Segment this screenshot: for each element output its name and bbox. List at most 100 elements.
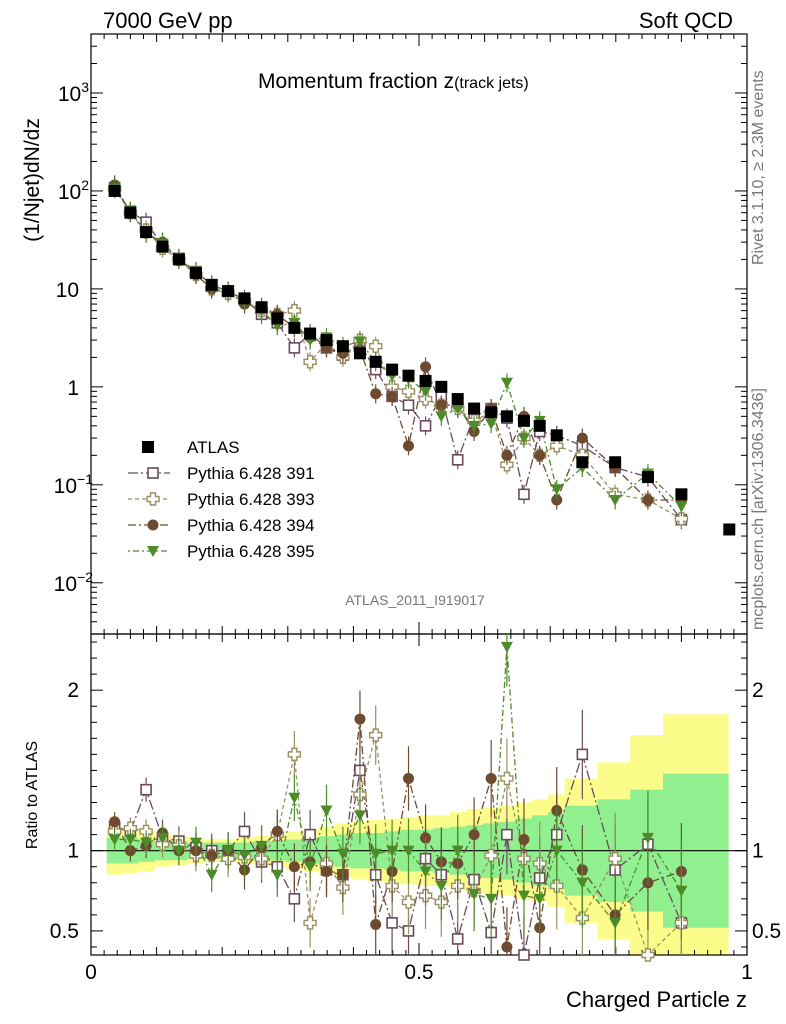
ratio-uncertainty-bands [106,714,729,955]
ratio-series-point [533,893,546,905]
ratio-y-tick-label-right: 2 [752,679,764,702]
ratio-series-point [500,771,514,786]
ratio-series-point [401,895,416,909]
ratio-series-point [271,825,283,837]
ratio-series-point [675,885,688,897]
atlas-data-point [288,321,301,334]
ratio-series-point [222,845,235,857]
ratio-series-point [123,821,138,835]
main-series-point [517,433,530,445]
ratio-series-point [287,747,302,762]
ratio-series-point [353,810,366,822]
main-series-point [303,355,317,369]
main-series-point [550,439,564,453]
main-series-point [353,336,366,348]
legend-marker [147,519,159,531]
main-series-point [420,361,432,373]
legend-marker [147,467,159,479]
atlas-data-point [222,285,235,298]
ratio-series-point [156,832,169,844]
ratio-series-point [140,837,153,849]
ratio-panel-series [107,634,689,962]
main-series-point [419,420,432,432]
ratio-series-point [451,845,464,857]
main-series-point [451,403,464,415]
atlas-data-point [723,523,736,536]
atlas-data-point [172,253,185,266]
atlas-data-point [255,301,268,314]
main-series-point [435,411,448,423]
main-series-point [419,386,432,398]
atlas-data-point [304,327,317,340]
analysis-id-label: ATLAS_2011_I919017 [345,592,485,608]
ratio-series-point [641,832,654,844]
ratio-series-point [238,825,251,838]
ratio-series-point [468,889,481,901]
main-series-point [534,449,546,461]
atlas-data-point [353,347,366,360]
x-tick-label: 0 [85,961,97,984]
main-series-point [550,484,563,496]
main-series-point [675,501,688,513]
ratio-series-point [288,893,301,905]
legend-marker [147,546,159,557]
atlas-data-point [451,393,464,406]
ratio-y-tick-label-right: 0.5 [752,920,781,943]
ratio-series-point [420,832,432,844]
ratio-series-point [205,869,218,881]
ratio-y-axis-label: Ratio to ATLAS [24,741,41,849]
x-tick-label: 0.5 [404,961,433,984]
ratio-series-point [608,852,622,866]
atlas-data-point [271,312,284,325]
main-series-point [386,390,398,402]
atlas-data-point [369,355,382,368]
ratio-series-point [576,877,589,889]
ratio-series-point [419,866,432,878]
legend-label: Pythia 6.428 391 [187,464,315,483]
ratio-series-point [206,849,218,861]
ratio-series-point [484,848,498,863]
ratio-series-point [517,890,530,902]
atlas-data-point [205,278,218,291]
plot-title-main: Momentum fraction z [258,70,454,93]
legend-atlas-label: ATLAS [187,438,240,457]
ratio-series-point [485,772,497,784]
atlas-data-point [419,374,432,387]
main-series-point [288,342,301,354]
y-tick-label-10: 10 [56,279,79,302]
atlas-data-point [500,410,513,423]
atlas-data-point [485,406,498,419]
ratio-series-point [124,845,136,857]
ratio-series-point [124,834,137,846]
main-series-point [518,488,530,501]
main-panel-series [107,175,736,536]
ratio-y-tick-label: 1 [67,840,79,863]
ratio-series-point [304,861,317,873]
y-tick-label-1: 1 [67,377,79,400]
main-series-point [287,303,302,318]
ratio-y-tick-label-right: 1 [752,840,764,863]
ratio-series-point [189,837,202,849]
ratio-series-point [288,861,300,873]
ratio-series-point [641,948,655,962]
ratio-series-point [451,933,464,945]
main-series-point [468,420,481,432]
main-panel-frame [90,33,748,635]
ratio-series-point [108,834,121,846]
atlas-data-point [675,488,688,501]
atlas-data-point [320,334,333,347]
atlas-data-point [468,402,481,415]
main-series-point [435,399,447,411]
ratio-series-point [609,917,622,929]
ratio-series-point [485,893,498,905]
ratio-series-point [336,848,349,860]
main-series-point [402,399,415,411]
ratio-series-point [402,845,415,857]
ratio-series-point [288,792,301,804]
x-tick-label: 1 [741,961,753,984]
ratio-series-point [435,880,448,892]
main-y-axis-label: (1/Njet)dN/dz [21,118,44,242]
main-series-point [401,384,416,399]
